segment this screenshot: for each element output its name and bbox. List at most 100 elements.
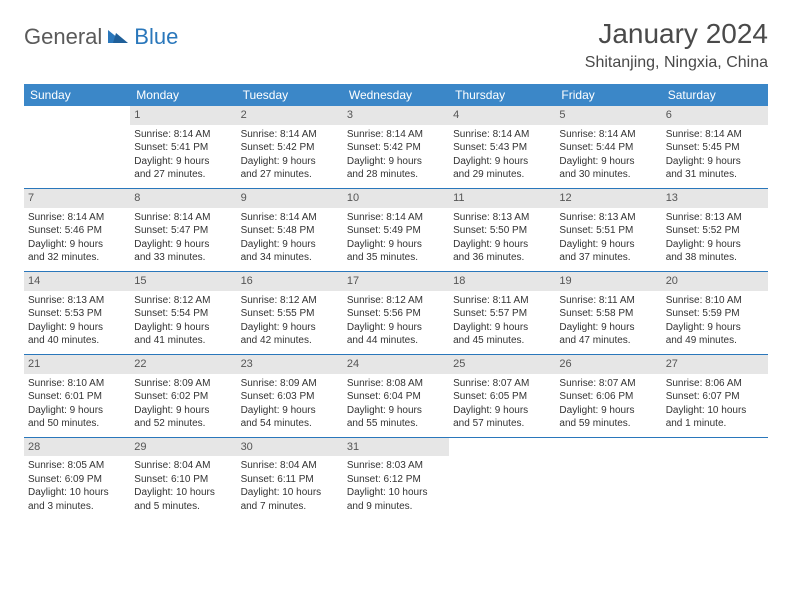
day-detail: Daylight: 9 hours: [347, 321, 445, 335]
calendar-day-cell: [24, 106, 130, 188]
day-detail: Sunset: 6:07 PM: [666, 390, 764, 404]
day-number: 2: [237, 106, 343, 125]
day-detail: and 45 minutes.: [453, 334, 551, 348]
day-number: 25: [449, 355, 555, 374]
day-number: 22: [130, 355, 236, 374]
day-detail: Sunset: 5:54 PM: [134, 307, 232, 321]
calendar-day-cell: [662, 437, 768, 519]
day-detail: Sunset: 5:43 PM: [453, 141, 551, 155]
weekday-header: Wednesday: [343, 84, 449, 106]
day-detail: and 42 minutes.: [241, 334, 339, 348]
day-number: 26: [555, 355, 661, 374]
day-detail: and 35 minutes.: [347, 251, 445, 265]
day-detail: Daylight: 9 hours: [453, 404, 551, 418]
day-detail: Sunrise: 8:14 AM: [134, 128, 232, 142]
day-detail: Sunset: 5:51 PM: [559, 224, 657, 238]
day-detail: and 27 minutes.: [134, 168, 232, 182]
calendar-day-cell: 28Sunrise: 8:05 AMSunset: 6:09 PMDayligh…: [24, 437, 130, 519]
calendar-week-row: 7Sunrise: 8:14 AMSunset: 5:46 PMDaylight…: [24, 189, 768, 271]
day-detail: Sunrise: 8:03 AM: [347, 459, 445, 473]
day-number: 3: [343, 106, 449, 125]
day-detail: Daylight: 9 hours: [241, 404, 339, 418]
day-detail: Daylight: 9 hours: [559, 155, 657, 169]
day-detail: Daylight: 9 hours: [28, 238, 126, 252]
day-detail: Sunset: 6:03 PM: [241, 390, 339, 404]
calendar-day-cell: 23Sunrise: 8:09 AMSunset: 6:03 PMDayligh…: [237, 354, 343, 436]
calendar-day-cell: 30Sunrise: 8:04 AMSunset: 6:11 PMDayligh…: [237, 437, 343, 519]
calendar-day-cell: 11Sunrise: 8:13 AMSunset: 5:50 PMDayligh…: [449, 189, 555, 271]
day-detail: and 47 minutes.: [559, 334, 657, 348]
day-detail: Sunrise: 8:13 AM: [559, 211, 657, 225]
day-detail: Sunrise: 8:04 AM: [134, 459, 232, 473]
day-detail: Sunrise: 8:09 AM: [134, 377, 232, 391]
day-detail: Daylight: 9 hours: [241, 155, 339, 169]
day-detail: Daylight: 9 hours: [241, 321, 339, 335]
day-detail: Sunset: 5:57 PM: [453, 307, 551, 321]
day-detail: and 31 minutes.: [666, 168, 764, 182]
day-detail: Daylight: 9 hours: [134, 321, 232, 335]
calendar-day-cell: 15Sunrise: 8:12 AMSunset: 5:54 PMDayligh…: [130, 271, 236, 353]
day-number: 23: [237, 355, 343, 374]
day-detail: Sunset: 5:55 PM: [241, 307, 339, 321]
day-number: 20: [662, 272, 768, 291]
day-number: 13: [662, 189, 768, 208]
day-number: 1: [130, 106, 236, 125]
day-detail: Daylight: 9 hours: [241, 238, 339, 252]
calendar-day-cell: 19Sunrise: 8:11 AMSunset: 5:58 PMDayligh…: [555, 271, 661, 353]
day-detail: and 32 minutes.: [28, 251, 126, 265]
calendar-day-cell: 9Sunrise: 8:14 AMSunset: 5:48 PMDaylight…: [237, 189, 343, 271]
day-detail: Sunrise: 8:14 AM: [134, 211, 232, 225]
calendar-day-cell: [449, 437, 555, 519]
day-detail: Sunset: 6:12 PM: [347, 473, 445, 487]
day-detail: and 52 minutes.: [134, 417, 232, 431]
calendar-day-cell: 3Sunrise: 8:14 AMSunset: 5:42 PMDaylight…: [343, 106, 449, 188]
day-detail: and 27 minutes.: [241, 168, 339, 182]
day-number: 28: [24, 438, 130, 457]
day-detail: Daylight: 9 hours: [28, 404, 126, 418]
day-detail: Sunset: 6:02 PM: [134, 390, 232, 404]
day-detail: Daylight: 9 hours: [559, 321, 657, 335]
day-detail: Sunrise: 8:14 AM: [241, 128, 339, 142]
calendar-day-cell: 1Sunrise: 8:14 AMSunset: 5:41 PMDaylight…: [130, 106, 236, 188]
calendar-day-cell: 17Sunrise: 8:12 AMSunset: 5:56 PMDayligh…: [343, 271, 449, 353]
day-detail: Sunrise: 8:12 AM: [241, 294, 339, 308]
calendar-day-cell: 7Sunrise: 8:14 AMSunset: 5:46 PMDaylight…: [24, 189, 130, 271]
day-detail: Sunrise: 8:14 AM: [453, 128, 551, 142]
day-detail: Daylight: 10 hours: [666, 404, 764, 418]
day-detail: Sunrise: 8:11 AM: [559, 294, 657, 308]
calendar-day-cell: 21Sunrise: 8:10 AMSunset: 6:01 PMDayligh…: [24, 354, 130, 436]
day-detail: Sunset: 6:06 PM: [559, 390, 657, 404]
day-detail: Sunset: 5:42 PM: [241, 141, 339, 155]
day-detail: Sunrise: 8:13 AM: [453, 211, 551, 225]
day-number: 14: [24, 272, 130, 291]
calendar-day-cell: 13Sunrise: 8:13 AMSunset: 5:52 PMDayligh…: [662, 189, 768, 271]
calendar-week-row: 1Sunrise: 8:14 AMSunset: 5:41 PMDaylight…: [24, 106, 768, 188]
day-detail: Sunset: 5:47 PM: [134, 224, 232, 238]
day-detail: Daylight: 9 hours: [347, 404, 445, 418]
calendar-day-cell: 25Sunrise: 8:07 AMSunset: 6:05 PMDayligh…: [449, 354, 555, 436]
header: General Blue January 2024 Shitanjing, Ni…: [24, 18, 768, 72]
day-detail: Daylight: 10 hours: [134, 486, 232, 500]
day-detail: Sunrise: 8:12 AM: [347, 294, 445, 308]
location-text: Shitanjing, Ningxia, China: [585, 54, 768, 72]
day-detail: and 40 minutes.: [28, 334, 126, 348]
brand-logo: General Blue: [24, 18, 178, 50]
calendar-day-cell: 16Sunrise: 8:12 AMSunset: 5:55 PMDayligh…: [237, 271, 343, 353]
calendar-day-cell: 12Sunrise: 8:13 AMSunset: 5:51 PMDayligh…: [555, 189, 661, 271]
day-number: 27: [662, 355, 768, 374]
day-detail: Sunrise: 8:07 AM: [453, 377, 551, 391]
weekday-header: Saturday: [662, 84, 768, 106]
day-detail: and 44 minutes.: [347, 334, 445, 348]
brand-text-part1: General: [24, 24, 102, 50]
day-detail: and 38 minutes.: [666, 251, 764, 265]
calendar-day-cell: 29Sunrise: 8:04 AMSunset: 6:10 PMDayligh…: [130, 437, 236, 519]
weekday-header: Sunday: [24, 84, 130, 106]
day-detail: and 29 minutes.: [453, 168, 551, 182]
calendar-week-row: 14Sunrise: 8:13 AMSunset: 5:53 PMDayligh…: [24, 271, 768, 353]
day-detail: Sunrise: 8:14 AM: [241, 211, 339, 225]
day-detail: and 41 minutes.: [134, 334, 232, 348]
day-detail: Sunset: 6:11 PM: [241, 473, 339, 487]
day-detail: Sunrise: 8:10 AM: [28, 377, 126, 391]
calendar-day-cell: [555, 437, 661, 519]
weekday-header-row: Sunday Monday Tuesday Wednesday Thursday…: [24, 84, 768, 106]
